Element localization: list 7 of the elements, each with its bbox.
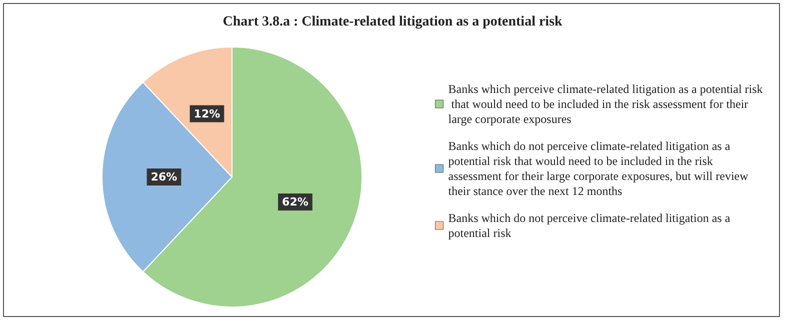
chart-title: Chart 3.8.a : Climate-related litigation as a potential risk <box>222 14 563 30</box>
legend-label: Banks which perceive climate-related litigation as a potential risk that would need to be included in the risk assessment for their large corporate exposures <box>448 82 763 126</box>
legend-label: Banks which do not perceive climate-related litigation as a potential risk that would need to be included in the risk assessment for their large corporate exposures, but will review their stance over the next 12 months <box>448 139 752 198</box>
legend-label: Banks which do not perceive climate-related litigation as a potential risk <box>448 211 734 240</box>
data-label: 12% <box>194 107 220 120</box>
data-label: 62% <box>282 196 308 209</box>
data-label: 26% <box>150 170 178 184</box>
